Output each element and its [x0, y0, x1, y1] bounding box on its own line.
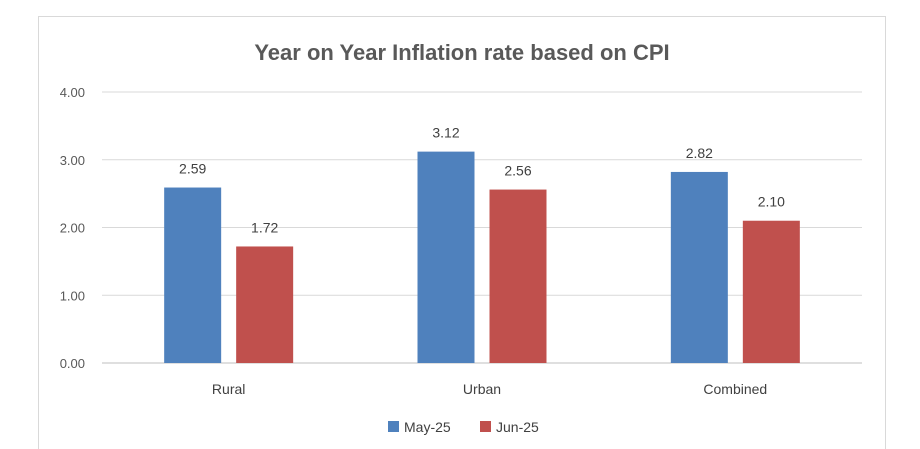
- data-label: 2.10: [758, 194, 785, 210]
- data-label: 1.72: [251, 219, 278, 235]
- data-label: 2.59: [179, 161, 206, 177]
- legend-label: May-25: [404, 419, 451, 435]
- data-label: 2.56: [504, 163, 531, 179]
- chart-title: Year on Year Inflation rate based on CPI: [254, 40, 669, 65]
- bar-rural-may-25: [164, 187, 222, 363]
- y-tick-label: 1.00: [60, 288, 85, 303]
- category-label: Combined: [703, 381, 767, 397]
- legend-swatch-may-25: [388, 421, 399, 432]
- data-label: 3.12: [432, 125, 459, 141]
- bar-rural-jun-25: [236, 246, 294, 363]
- category-label: Urban: [463, 381, 501, 397]
- y-tick-label: 4.00: [60, 85, 85, 100]
- bar-combined-may-25: [670, 171, 728, 363]
- legend-label: Jun-25: [496, 419, 539, 435]
- y-tick-label: 0.00: [60, 356, 85, 371]
- x-axis-categories: Rural Urban Combined: [212, 381, 767, 397]
- legend-swatch-jun-25: [480, 421, 491, 432]
- bar-urban-jun-25: [489, 189, 547, 363]
- y-tick-label: 3.00: [60, 153, 85, 168]
- data-labels: 2.59 1.72 3.12 2.56 2.82 2.10: [179, 125, 785, 236]
- bar-urban-may-25: [417, 151, 475, 363]
- bars: [164, 151, 800, 363]
- legend: May-25 Jun-25: [388, 419, 539, 435]
- category-label: Rural: [212, 381, 245, 397]
- data-label: 2.82: [686, 145, 713, 161]
- y-tick-label: 2.00: [60, 221, 85, 236]
- bar-combined-jun-25: [742, 220, 800, 363]
- gridlines: [102, 91, 862, 364]
- y-axis-ticks: 0.00 1.00 2.00 3.00 4.00: [60, 85, 85, 371]
